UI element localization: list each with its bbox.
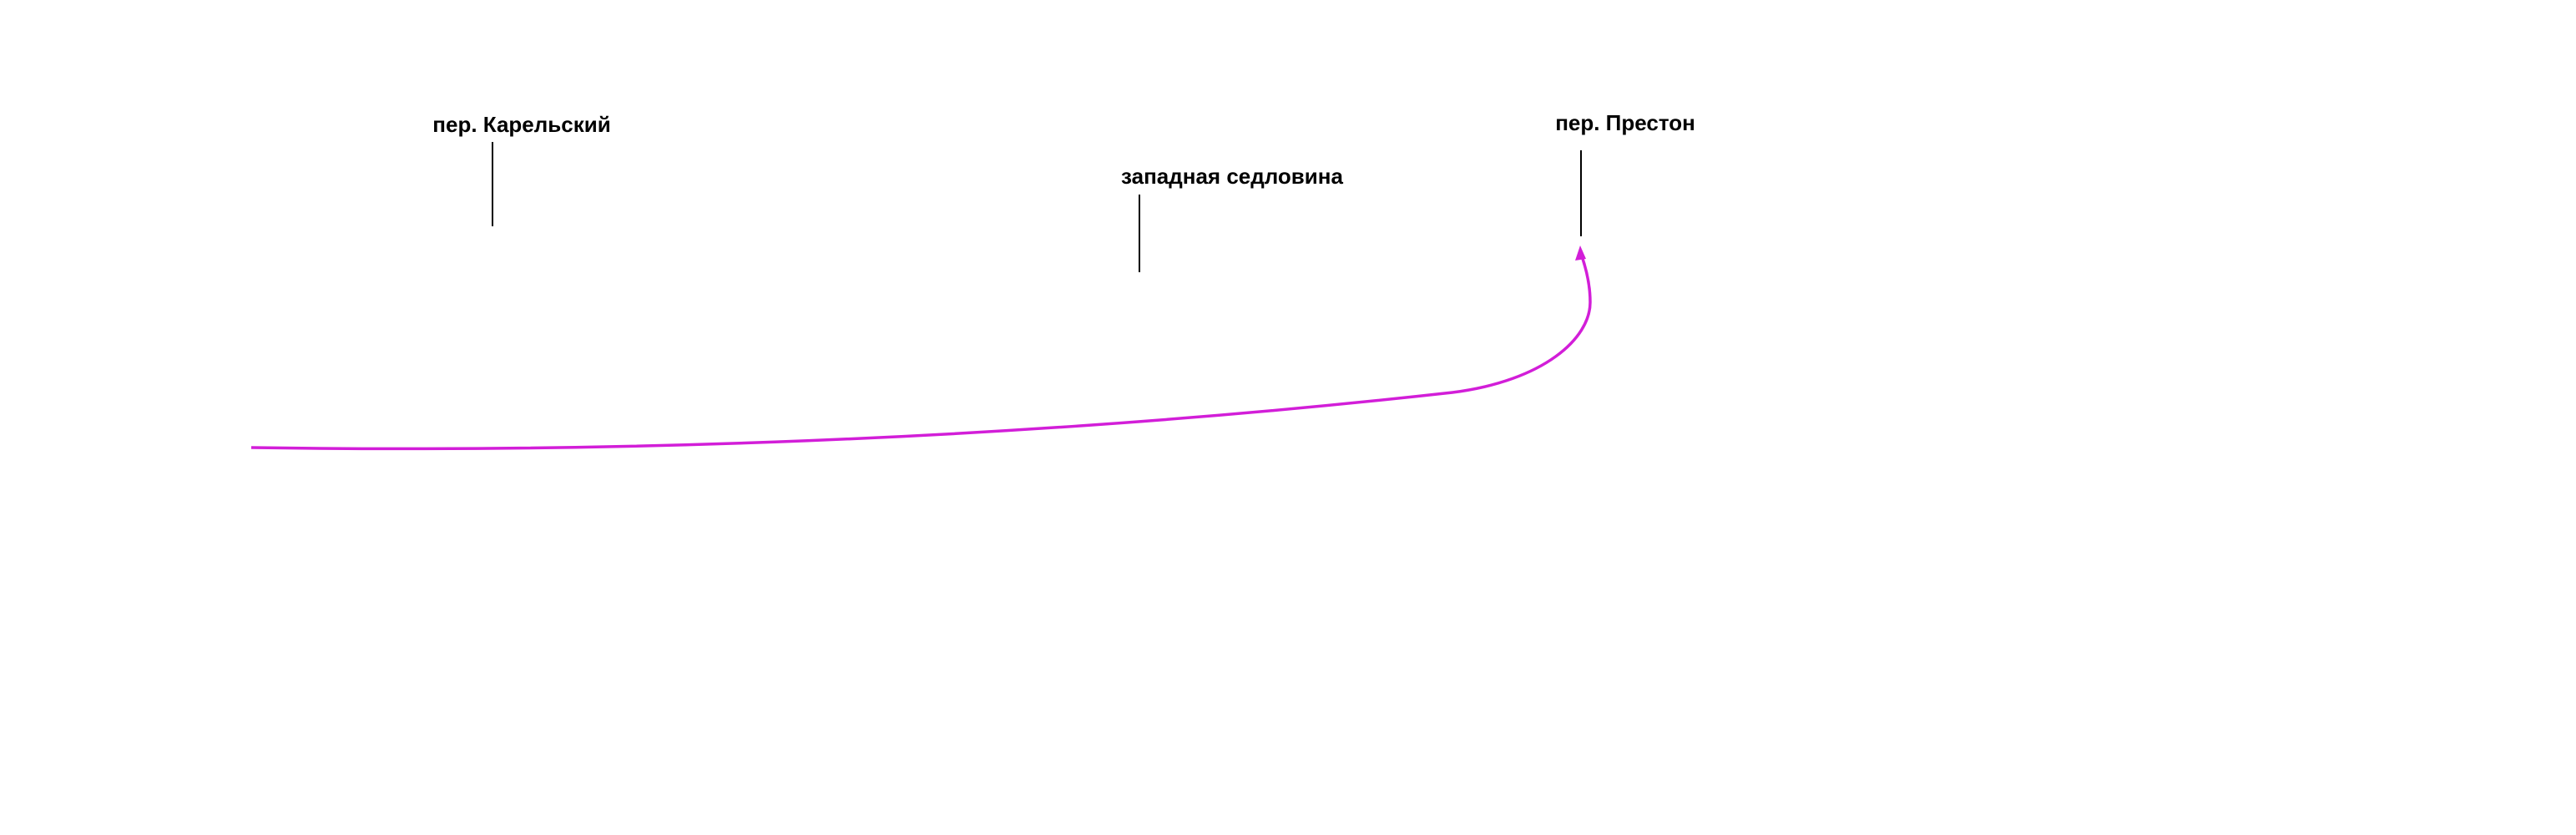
route-arrowhead	[1575, 245, 1586, 261]
route-curve	[250, 253, 1592, 451]
pass-label: пер. Престон	[1555, 110, 1695, 135]
pass-label: пер. Карельский	[432, 112, 610, 137]
saddle-label: западная седловина	[1121, 164, 1343, 189]
